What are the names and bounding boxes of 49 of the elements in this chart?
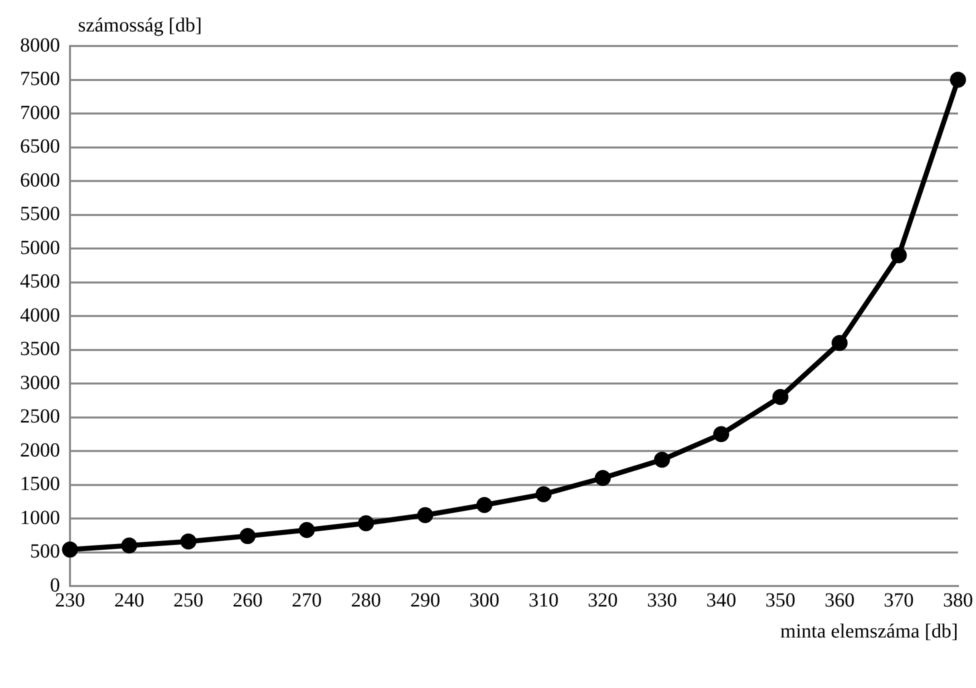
y-tick-label: 4500 bbox=[20, 270, 60, 292]
y-tick-label: 1500 bbox=[20, 473, 60, 495]
x-tick-label: 350 bbox=[765, 589, 796, 612]
x-tick-label: 320 bbox=[588, 589, 618, 612]
y-tick-label: 500 bbox=[30, 540, 60, 562]
point bbox=[654, 452, 670, 468]
x-tick-label: 240 bbox=[114, 589, 144, 612]
y-axis-title: számosság [db] bbox=[78, 14, 202, 36]
y-tick-label: 7000 bbox=[20, 102, 60, 124]
x-tick-label: 290 bbox=[410, 589, 440, 612]
point bbox=[180, 533, 196, 550]
y-tick-label: 1000 bbox=[20, 506, 60, 529]
point bbox=[950, 72, 966, 88]
x-tick-label: 340 bbox=[706, 589, 736, 612]
point bbox=[240, 528, 256, 544]
y-tick-label: 8000 bbox=[20, 34, 60, 56]
point bbox=[298, 522, 315, 538]
x-axis-title: minta elemszáma [db] bbox=[780, 620, 958, 642]
x-tick-label: 250 bbox=[173, 589, 204, 612]
x-tick-label: 310 bbox=[528, 589, 559, 612]
y-tick-label: 2500 bbox=[20, 406, 60, 428]
point bbox=[713, 426, 730, 442]
y-tick-label: 7500 bbox=[20, 68, 60, 90]
y-tick-label: 2000 bbox=[20, 439, 60, 462]
x-tick-label: 370 bbox=[884, 589, 914, 612]
x-tick-label: 270 bbox=[292, 589, 322, 612]
point bbox=[594, 470, 611, 486]
y-tick-label: 3500 bbox=[20, 338, 60, 360]
point bbox=[358, 515, 374, 532]
point bbox=[832, 335, 848, 351]
x-tick-label: 360 bbox=[824, 589, 855, 612]
y-tick-label: 3000 bbox=[20, 372, 60, 394]
y-tick-label: 5000 bbox=[20, 236, 60, 259]
point bbox=[62, 542, 78, 558]
x-tick-label: 280 bbox=[351, 589, 381, 612]
y-tick-label: 6000 bbox=[20, 169, 60, 192]
point bbox=[890, 247, 907, 264]
point bbox=[121, 538, 138, 554]
point bbox=[476, 497, 492, 513]
point bbox=[772, 389, 788, 405]
x-tick-label: 330 bbox=[647, 589, 677, 612]
point bbox=[536, 486, 552, 502]
y-tick-label: 5500 bbox=[20, 203, 60, 225]
y-tick-label: 6500 bbox=[20, 136, 60, 158]
point bbox=[417, 507, 434, 524]
y-tick-label: 4000 bbox=[20, 304, 60, 326]
x-tick-label: 380 bbox=[943, 589, 973, 612]
x-tick-label: 300 bbox=[469, 589, 500, 612]
x-tick-label: 260 bbox=[232, 589, 263, 612]
